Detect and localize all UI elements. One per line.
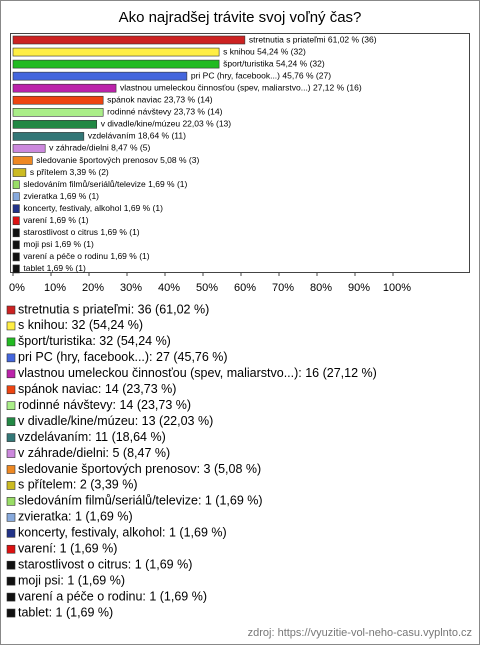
data-label: s přítelem 3,39 % (2)	[30, 167, 109, 177]
legend-label: varení: 1 (1,69 %)	[18, 542, 117, 556]
x-tick-label: 90%	[348, 282, 370, 294]
legend-swatch	[6, 353, 16, 363]
legend-label: sledovanie športových prenosov: 3 (5,08 …	[18, 462, 261, 476]
data-label: spánok naviac 23,73 % (14)	[107, 95, 213, 105]
bar	[12, 83, 117, 93]
data-label: v divadle/kine/múzeu 22,03 % (13)	[101, 119, 232, 129]
bar	[12, 264, 20, 274]
data-label: vzdelávaním 18,64 % (11)	[88, 131, 186, 141]
x-tick-label: 80%	[310, 282, 332, 294]
legend-swatch	[6, 576, 16, 586]
data-label: zvieratka 1,69 % (1)	[23, 191, 99, 201]
legend-label: varení a péče o rodinu: 1 (1,69 %)	[18, 589, 207, 603]
x-tick-label: 70%	[272, 282, 294, 294]
data-label: s knihou 54,24 % (32)	[223, 46, 306, 56]
data-label: varení a péče o rodinu 1,69 % (1)	[23, 251, 149, 261]
bar	[12, 204, 20, 213]
legend-label: tablet: 1 (1,69 %)	[18, 605, 113, 619]
legend-swatch	[6, 321, 16, 331]
legend-swatch	[6, 401, 16, 411]
legend-label: vzdelávaním: 11 (18,64 %)	[18, 430, 166, 444]
data-label: sledováním filmů/seriálů/televize 1,69 %…	[23, 179, 187, 189]
legend-label: šport/turistika: 32 (54,24 %)	[18, 334, 171, 348]
bar	[12, 35, 246, 45]
legend-swatch	[6, 608, 16, 618]
legend-swatch	[6, 449, 16, 458]
bar	[12, 240, 20, 250]
legend-label: s knihou: 32 (54,24 %)	[18, 318, 143, 332]
legend-label: s přítelem: 2 (3,39 %)	[18, 478, 138, 492]
bar	[12, 108, 104, 117]
data-label: koncerty, festivaly, alkohol 1,69 % (1)	[23, 203, 163, 213]
legend-label: spánok naviac: 14 (23,73 %)	[18, 382, 176, 396]
legend-swatch	[6, 385, 16, 395]
legend-label: stretnutia s priateľmi: 36 (61,02 %)	[18, 302, 209, 316]
legend-label: sledováním filmů/seriálů/televize: 1 (1,…	[18, 494, 263, 508]
bar	[12, 144, 46, 153]
legend-label: vlastnou umeleckou činnosťou (spev, mali…	[18, 366, 377, 380]
bar	[12, 192, 20, 201]
x-tick-label: 20%	[82, 282, 104, 294]
bar	[12, 132, 85, 141]
source: zdroj: https://vyuzitie-vol-neho-casu.vy…	[248, 627, 472, 639]
x-tick-label: 0%	[9, 282, 25, 294]
legend-label: rodinné návštevy: 14 (23,73 %)	[18, 398, 191, 412]
legend-swatch	[6, 417, 16, 426]
legend-swatch	[6, 592, 16, 602]
legend-swatch	[6, 560, 16, 570]
legend-swatch	[6, 337, 16, 347]
bar	[12, 156, 33, 165]
x-tick-label: 40%	[158, 282, 180, 294]
legend-label: pri PC (hry, facebook...): 27 (45,76 %)	[18, 350, 228, 364]
data-label: sledovanie športových prenosov 5,08 % (3…	[36, 155, 199, 165]
data-label: starostlivost o citrus 1,69 % (1)	[23, 227, 139, 237]
legend-swatch	[6, 528, 16, 538]
legend-label: zvieratka: 1 (1,69 %)	[18, 510, 133, 524]
legend-label: moji psi: 1 (1,69 %)	[18, 573, 125, 587]
data-label: pri PC (hry, facebook...) 45,76 % (27)	[191, 70, 331, 80]
legend-label: starostlivost o citrus: 1 (1,69 %)	[18, 557, 192, 571]
legend-swatch	[6, 465, 16, 474]
bar	[12, 71, 188, 81]
x-tick-label: 30%	[120, 282, 142, 294]
data-label: stretnutia s priateľmi 61,02 % (36)	[249, 34, 377, 44]
bar	[12, 180, 20, 189]
x-tick-label: 100%	[383, 282, 411, 294]
legend-swatch	[6, 513, 16, 522]
chart-title: Ako najradšej trávite svoj voľný čas?	[119, 9, 362, 26]
data-label: moji psi 1,69 % (1)	[23, 239, 94, 249]
bar	[12, 252, 20, 262]
bar	[12, 120, 98, 129]
legend-label: koncerty, festivaly, alkohol: 1 (1,69 %)	[18, 526, 227, 540]
x-tick-label: 60%	[234, 282, 256, 294]
data-label: vlastnou umeleckou činnosťou (spev, mali…	[120, 82, 362, 92]
legend-swatch	[6, 305, 16, 315]
legend-swatch	[6, 369, 16, 379]
bar	[12, 59, 220, 69]
legend-label: v divadle/kine/múzeu: 13 (22,03 %)	[18, 414, 213, 428]
legend-swatch	[6, 481, 16, 490]
bar	[12, 216, 20, 226]
legend-label: v záhrade/dielni: 5 (8,47 %)	[18, 446, 170, 460]
data-label: šport/turistika 54,24 % (32)	[223, 58, 325, 68]
bar	[12, 95, 104, 105]
x-tick-label: 50%	[196, 282, 218, 294]
data-label: tablet 1,69 % (1)	[23, 263, 86, 273]
legend-swatch	[6, 433, 16, 442]
bar	[12, 47, 220, 57]
data-label: v záhrade/dielni 8,47 % (5)	[49, 143, 150, 153]
x-tick-label: 10%	[44, 282, 66, 294]
bar	[12, 228, 20, 238]
legend-swatch	[6, 544, 16, 554]
legend-swatch	[6, 497, 16, 506]
bar	[12, 168, 27, 177]
data-label: varení 1,69 % (1)	[23, 215, 88, 225]
data-label: rodinné návštevy 23,73 % (14)	[107, 107, 222, 117]
